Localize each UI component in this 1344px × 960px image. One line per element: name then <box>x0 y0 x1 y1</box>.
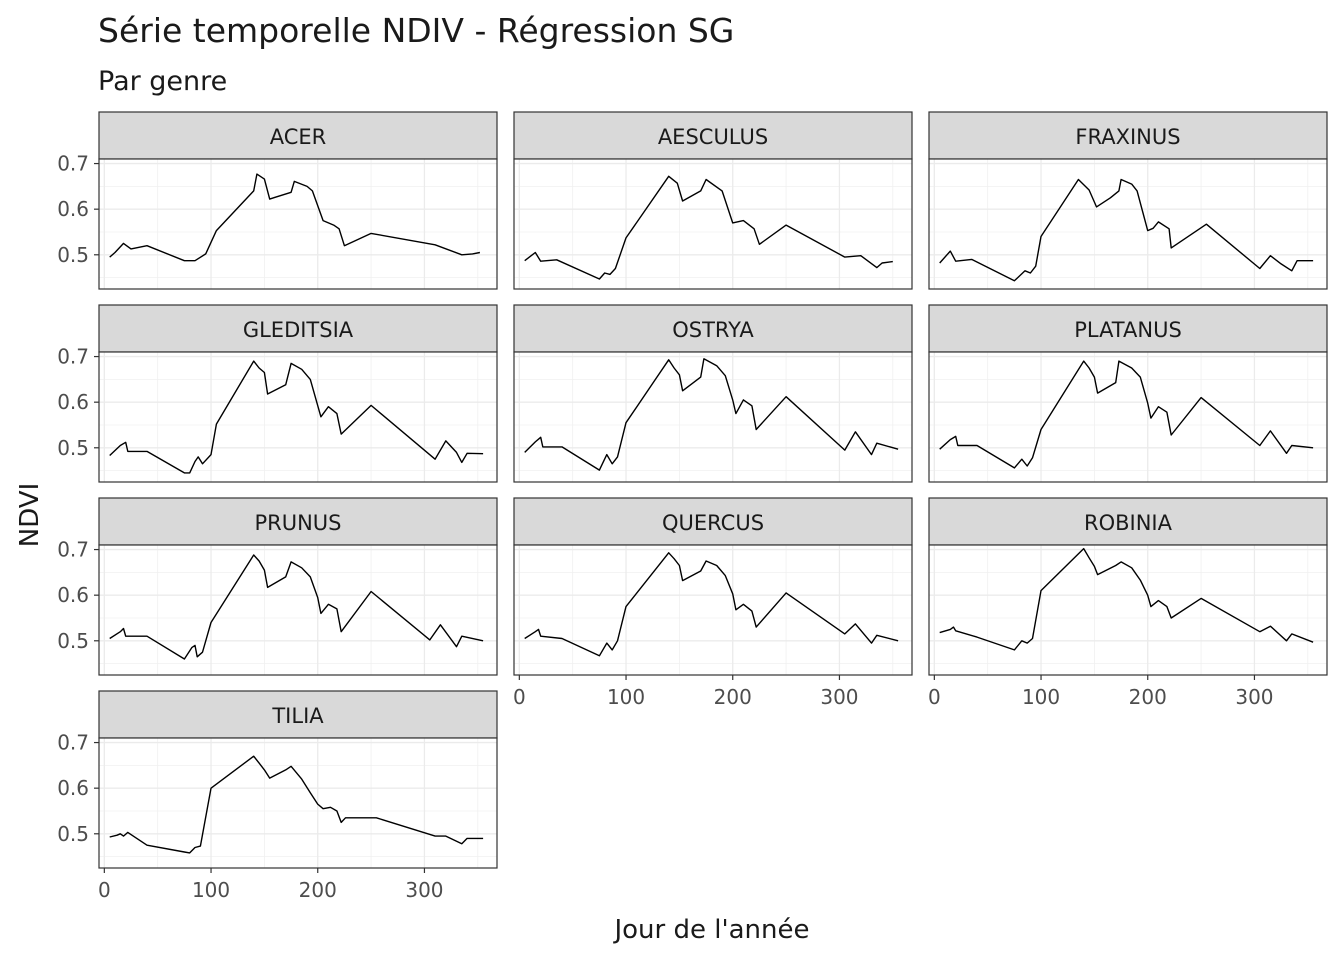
x-tick-label: 0 <box>98 878 111 902</box>
x-axis-title: Jour de l'année <box>612 915 809 945</box>
panel-background <box>514 159 912 289</box>
y-tick-label: 0.5 <box>57 436 89 460</box>
series-line <box>109 360 484 474</box>
facet-acer: ACER 0.5 0.6 0.7 <box>57 111 498 290</box>
panel-border <box>98 544 498 676</box>
facet-gleditsia: GLEDITSIA 0.5 0.6 0.7 <box>57 304 498 483</box>
panel-background <box>99 545 497 675</box>
facet-grid: ACER 0.5 0.6 0.7 AESCULUS FRAXINUS GLEDITSIA 0.… <box>57 111 1328 902</box>
facet-strip <box>513 497 913 546</box>
panel-border <box>928 351 1328 483</box>
y-tick-label: 0.6 <box>57 390 89 414</box>
facet-strip <box>513 111 913 160</box>
y-tick-label: 0.6 <box>57 197 89 221</box>
facet-strip-label: PLATANUS <box>1074 318 1182 342</box>
facet-strip-label: TILIA <box>271 704 324 728</box>
series-line <box>939 547 1314 651</box>
x-tick-label: 200 <box>714 685 752 709</box>
x-tick-label: 300 <box>1235 685 1273 709</box>
panel-border <box>513 544 913 676</box>
x-tick-label: 200 <box>1129 685 1167 709</box>
series-line <box>524 552 899 657</box>
panel-border <box>98 351 498 483</box>
chart-title: Série temporelle NDIV - Régression SG <box>98 11 734 50</box>
x-tick-label: 100 <box>192 878 230 902</box>
facet-tilia: TILIA 0.5 0.6 0.7 0 100 200 300 <box>57 690 498 902</box>
series-line <box>524 358 899 471</box>
x-tick-label: 100 <box>1022 685 1060 709</box>
x-tick-label: 300 <box>820 685 858 709</box>
facet-strip <box>928 304 1328 353</box>
facet-quercus: QUERCUS 0 100 200 300 <box>513 497 913 709</box>
facet-strip-label: AESCULUS <box>658 125 768 149</box>
facet-strip-label: ROBINIA <box>1084 511 1173 535</box>
facet-ostrya: OSTRYA <box>513 304 913 483</box>
facet-strip-label: PRUNUS <box>254 511 341 535</box>
facet-strip <box>98 111 498 160</box>
y-tick-label: 0.6 <box>57 776 89 800</box>
panel-background <box>929 352 1327 482</box>
facet-strip-label: OSTRYA <box>672 318 754 342</box>
panel-border <box>928 544 1328 676</box>
panel-border <box>928 158 1328 290</box>
y-tick-label: 0.7 <box>57 345 89 369</box>
y-tick-label: 0.7 <box>57 538 89 562</box>
facet-strip <box>98 304 498 353</box>
y-tick-label: 0.5 <box>57 629 89 653</box>
y-axis-title: NDVI <box>15 483 45 547</box>
y-tick-label: 0.6 <box>57 583 89 607</box>
facet-strip-label: QUERCUS <box>662 511 764 535</box>
x-tick-label: 100 <box>607 685 645 709</box>
panel-background <box>929 159 1327 289</box>
panel-background <box>929 545 1327 675</box>
panel-background <box>99 738 497 868</box>
facet-strip-label: ACER <box>270 125 327 149</box>
panel-border <box>98 158 498 290</box>
panel-background <box>99 352 497 482</box>
panel-background <box>514 352 912 482</box>
series-line <box>524 175 893 280</box>
series-line <box>939 178 1314 282</box>
y-tick-label: 0.5 <box>57 822 89 846</box>
facet-strip <box>98 690 498 739</box>
facet-robinia: ROBINIA 0 100 200 300 <box>928 497 1328 709</box>
x-tick-label: 0 <box>928 685 941 709</box>
series-line <box>109 554 484 660</box>
panel-border <box>513 158 913 290</box>
facet-strip <box>98 497 498 546</box>
series-line <box>939 360 1314 469</box>
panel-border <box>98 737 498 869</box>
facet-strip <box>513 304 913 353</box>
y-tick-label: 0.7 <box>57 152 89 176</box>
panel-background <box>99 159 497 289</box>
panel-border <box>513 351 913 483</box>
series-line <box>109 173 481 262</box>
x-tick-label: 200 <box>299 878 337 902</box>
y-tick-label: 0.7 <box>57 731 89 755</box>
facet-platanus: PLATANUS <box>928 304 1328 483</box>
facet-strip-label: GLEDITSIA <box>243 318 354 342</box>
y-tick-label: 0.5 <box>57 243 89 267</box>
facet-prunus: PRUNUS 0.5 0.6 0.7 <box>57 497 498 676</box>
series-line <box>109 755 484 854</box>
x-tick-label: 300 <box>405 878 443 902</box>
facet-fraxinus: FRAXINUS <box>928 111 1328 290</box>
facet-aesculus: AESCULUS <box>513 111 913 290</box>
x-tick-label: 0 <box>513 685 526 709</box>
facet-strip-label: FRAXINUS <box>1075 125 1180 149</box>
facet-strip <box>928 111 1328 160</box>
chart-subtitle: Par genre <box>98 66 227 97</box>
panel-background <box>514 545 912 675</box>
